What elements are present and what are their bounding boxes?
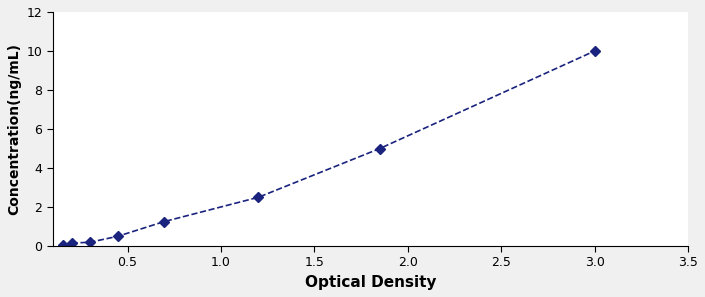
Y-axis label: Concentration(ng/mL): Concentration(ng/mL) [7, 43, 21, 215]
X-axis label: Optical Density: Optical Density [305, 275, 436, 290]
